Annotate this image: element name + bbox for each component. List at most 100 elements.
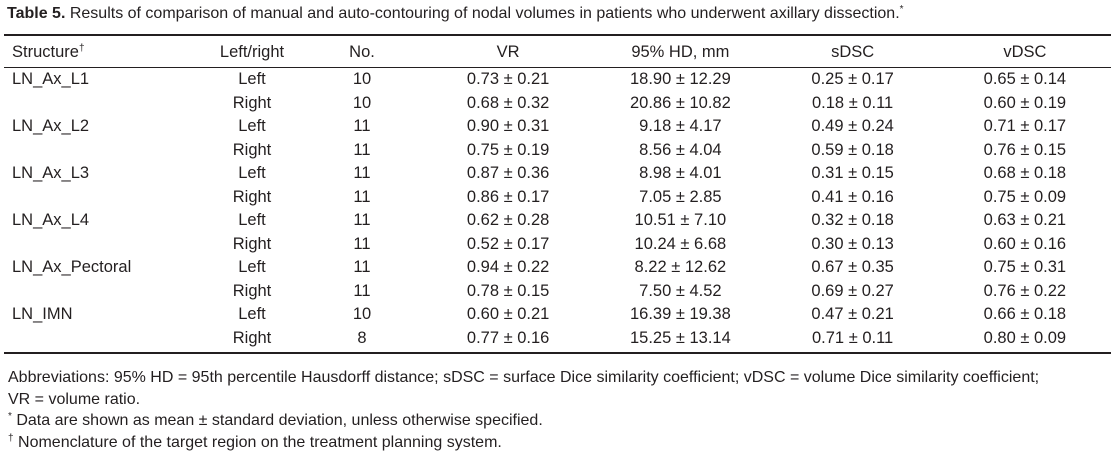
table-row: LN_Ax_Pectoral Left 11 0.94 ± 0.22 8.22 ± 12… — [4, 256, 1111, 280]
header-side: Left/right — [219, 43, 285, 61]
header-number: No. — [349, 43, 375, 61]
cell-vdsc: 0.75 ± 0.31 — [983, 258, 1067, 276]
header-row: Structure† Left/right No. VR 95% HD, mm … — [4, 38, 1111, 67]
table-footnotes: Abbreviations: 95% HD = 95th percentile … — [8, 367, 1058, 453]
cell-side: Left — [238, 164, 266, 182]
data-format-text: Data are shown as mean ± standard deviat… — [11, 412, 543, 429]
cell-structure: LN_Ax_L4 — [12, 211, 90, 229]
cell-vdsc: 0.68 ± 0.18 — [983, 164, 1067, 182]
results-table: Structure† Left/right No. VR 95% HD, mm … — [4, 38, 1111, 350]
cell-vdsc: 0.76 ± 0.22 — [983, 281, 1067, 300]
cell-hd: 9.18 ± 4.17 — [639, 117, 722, 135]
cell-sdsc: 0.32 ± 0.18 — [811, 211, 894, 229]
cell-side: Right — [232, 328, 272, 347]
table-row: LN_Ax_L3 Left 11 0.87 ± 0.36 8.98 ± 4.01 0.31… — [4, 162, 1111, 186]
cell-structure: LN_Ax_L1 — [12, 70, 90, 88]
table-top-rule — [4, 34, 1111, 36]
cell-structure: LN_Ax_L3 — [12, 164, 90, 182]
cell-vr: 0.94 ± 0.22 — [466, 258, 550, 276]
header-structure-label: Structure — [12, 43, 79, 61]
table-row: Right 11 0.75 ± 0.19 8.56 ± 4.04 0.59 ± 0.18… — [4, 139, 1111, 163]
table-body: LN_Ax_L1 Left 10 0.73 ± 0.21 18.90 ± 12.29 0.… — [4, 67, 1111, 350]
table-row: LN_Ax_L4 Left 11 0.62 ± 0.28 10.51 ± 7.10 0.3… — [4, 209, 1111, 233]
cell-vdsc: 0.80 ± 0.09 — [983, 328, 1067, 347]
cell-sdsc: 0.31 ± 0.15 — [811, 164, 894, 182]
cell-sdsc: 0.71 ± 0.11 — [812, 328, 894, 347]
cell-number: 10 — [352, 93, 372, 112]
cell-hd: 8.98 ± 4.01 — [639, 164, 722, 182]
cell-hd: 7.50 ± 4.52 — [639, 281, 722, 300]
cell-vr: 0.77 ± 0.16 — [466, 328, 550, 347]
cell-vdsc: 0.60 ± 0.19 — [983, 93, 1067, 112]
cell-vr: 0.78 ± 0.15 — [466, 281, 550, 300]
cell-vr: 0.68 ± 0.32 — [466, 93, 550, 112]
cell-side: Left — [238, 211, 266, 229]
table-header-rule — [4, 67, 1111, 68]
cell-structure — [4, 233, 202, 257]
cell-vdsc: 0.65 ± 0.14 — [983, 70, 1067, 88]
table-caption: Table 5. Results of comparison of manual… — [7, 4, 904, 24]
cell-structure: LN_Ax_Pectoral — [12, 258, 132, 276]
cell-hd: 20.86 ± 10.82 — [629, 93, 731, 112]
cell-number: 10 — [352, 305, 372, 323]
table-row: LN_Ax_L2 Left 11 0.90 ± 0.31 9.18 ± 4.17 0.49… — [4, 115, 1111, 139]
cell-vr: 0.73 ± 0.21 — [466, 70, 550, 88]
cell-number: 10 — [352, 70, 372, 88]
cell-vdsc: 0.66 ± 0.18 — [983, 305, 1067, 323]
table-row: Right 11 0.78 ± 0.15 7.50 ± 4.52 0.69 ± 0.27… — [4, 280, 1111, 304]
header-structure: Structure† — [4, 38, 202, 67]
cell-vdsc: 0.75 ± 0.09 — [983, 187, 1067, 206]
cell-side: Left — [238, 258, 266, 276]
cell-hd: 10.51 ± 7.10 — [634, 211, 727, 229]
cell-vr: 0.87 ± 0.36 — [466, 164, 550, 182]
star-mark: * — [8, 411, 12, 422]
cell-side: Right — [232, 93, 272, 112]
header-vr: VR — [496, 43, 520, 61]
cell-structure — [4, 139, 202, 163]
table-row: Right 11 0.86 ± 0.17 7.05 ± 2.85 0.41 ± 0.16… — [4, 186, 1111, 210]
header-hd: 95% HD, mm — [631, 43, 730, 61]
cell-number: 11 — [353, 258, 371, 276]
cell-hd: 8.56 ± 4.04 — [639, 140, 722, 159]
cell-number: 11 — [353, 117, 371, 135]
cell-sdsc: 0.30 ± 0.13 — [811, 234, 894, 253]
cell-side: Right — [232, 234, 272, 253]
cell-structure — [4, 186, 202, 210]
cell-structure — [4, 92, 202, 116]
dagger-note-mark: † — [8, 432, 14, 444]
cell-number: 8 — [357, 328, 367, 347]
header-vdsc: vDSC — [1003, 43, 1047, 61]
cell-side: Right — [232, 187, 272, 206]
cell-sdsc: 0.41 ± 0.16 — [811, 187, 894, 206]
cell-vdsc: 0.71 ± 0.17 — [983, 117, 1067, 135]
table-row: Right 11 0.52 ± 0.17 10.24 ± 6.68 0.30 ± 0.1… — [4, 233, 1111, 257]
cell-side: Left — [238, 117, 266, 135]
cell-hd: 15.25 ± 13.14 — [629, 328, 731, 347]
cell-sdsc: 0.49 ± 0.24 — [811, 117, 894, 135]
cell-sdsc: 0.69 ± 0.27 — [811, 281, 894, 300]
dagger-mark: † — [78, 43, 85, 54]
cell-structure: LN_Ax_L2 — [12, 117, 90, 135]
table-row: Right 10 0.68 ± 0.32 20.86 ± 10.82 0.18 ± 0.… — [4, 92, 1111, 116]
cell-sdsc: 0.67 ± 0.35 — [811, 258, 894, 276]
table-row: LN_IMN Left 10 0.60 ± 0.21 16.39 ± 19.38 0.47… — [4, 303, 1111, 327]
cell-number: 11 — [353, 164, 371, 182]
cell-structure — [4, 280, 202, 304]
cell-sdsc: 0.47 ± 0.21 — [811, 305, 894, 323]
cell-side: Left — [238, 70, 266, 88]
cell-vdsc: 0.63 ± 0.21 — [983, 211, 1067, 229]
cell-side: Right — [232, 281, 272, 300]
nomenclature-note: † Nomenclature of the target region on t… — [8, 432, 1058, 454]
cell-vr: 0.90 ± 0.31 — [466, 117, 550, 135]
cell-number: 11 — [353, 211, 371, 229]
cell-sdsc: 0.25 ± 0.17 — [811, 70, 894, 88]
cell-vr: 0.86 ± 0.17 — [466, 187, 550, 206]
abbreviations-note: Abbreviations: 95% HD = 95th percentile … — [8, 369, 1040, 408]
cell-number: 11 — [353, 234, 371, 253]
cell-vr: 0.52 ± 0.17 — [466, 234, 550, 253]
cell-hd: 18.90 ± 12.29 — [629, 70, 731, 88]
caption-footnote-mark: * — [899, 4, 904, 15]
cell-structure: LN_IMN — [12, 305, 73, 323]
cell-hd: 10.24 ± 6.68 — [634, 234, 727, 253]
